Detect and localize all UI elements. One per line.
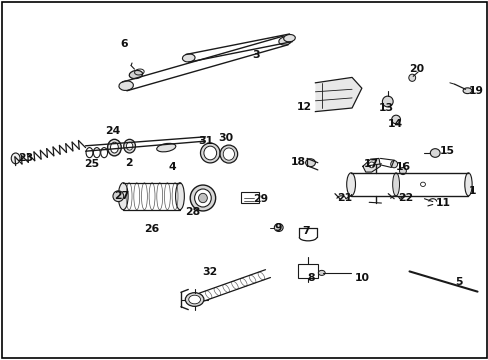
Text: 13: 13 <box>378 103 393 113</box>
Ellipse shape <box>318 270 325 275</box>
Ellipse shape <box>391 115 400 124</box>
Text: 16: 16 <box>395 162 410 172</box>
Text: 21: 21 <box>337 193 351 203</box>
Ellipse shape <box>93 148 100 158</box>
Text: 12: 12 <box>296 102 311 112</box>
Text: 29: 29 <box>253 194 268 204</box>
Text: 7: 7 <box>302 226 309 236</box>
Ellipse shape <box>392 173 399 196</box>
Text: 17: 17 <box>364 159 378 169</box>
Polygon shape <box>315 77 361 112</box>
Ellipse shape <box>220 145 237 163</box>
Ellipse shape <box>156 143 176 152</box>
Text: 20: 20 <box>408 64 423 74</box>
Ellipse shape <box>346 173 355 196</box>
Text: 6: 6 <box>120 39 127 49</box>
Ellipse shape <box>101 148 107 158</box>
Text: 31: 31 <box>198 136 212 146</box>
Text: 28: 28 <box>185 207 200 217</box>
Ellipse shape <box>194 189 211 207</box>
Ellipse shape <box>113 191 123 202</box>
Text: 26: 26 <box>143 224 159 234</box>
Text: 30: 30 <box>218 132 232 143</box>
Text: 18: 18 <box>290 157 305 167</box>
Ellipse shape <box>203 146 216 160</box>
Ellipse shape <box>110 142 118 153</box>
Text: 4: 4 <box>168 162 176 172</box>
Ellipse shape <box>278 37 291 45</box>
Text: 23: 23 <box>19 153 34 163</box>
Ellipse shape <box>274 224 283 231</box>
Text: 9: 9 <box>273 222 281 233</box>
Ellipse shape <box>118 183 128 210</box>
Ellipse shape <box>200 143 220 163</box>
Ellipse shape <box>188 295 200 304</box>
Ellipse shape <box>429 149 439 157</box>
Text: 3: 3 <box>251 50 259 60</box>
Text: 14: 14 <box>387 119 402 129</box>
Ellipse shape <box>11 153 20 164</box>
Text: 1: 1 <box>468 186 475 196</box>
Ellipse shape <box>283 35 295 42</box>
Ellipse shape <box>185 293 203 306</box>
Text: 15: 15 <box>439 146 454 156</box>
Text: 10: 10 <box>354 273 369 283</box>
Text: 32: 32 <box>202 267 218 277</box>
Ellipse shape <box>305 159 315 167</box>
Ellipse shape <box>107 139 121 156</box>
Ellipse shape <box>390 161 397 168</box>
Bar <box>298 264 317 278</box>
Text: 22: 22 <box>398 193 413 203</box>
Ellipse shape <box>462 88 471 94</box>
Ellipse shape <box>119 81 133 90</box>
Text: 24: 24 <box>105 126 121 136</box>
Text: 11: 11 <box>435 198 450 208</box>
Text: 27: 27 <box>113 191 129 201</box>
Ellipse shape <box>399 167 406 175</box>
Text: 25: 25 <box>84 159 99 169</box>
Text: 8: 8 <box>307 273 315 283</box>
Ellipse shape <box>223 148 234 160</box>
Ellipse shape <box>86 148 93 158</box>
Ellipse shape <box>198 193 207 203</box>
Text: 5: 5 <box>454 276 461 287</box>
Ellipse shape <box>408 74 415 81</box>
Polygon shape <box>362 158 380 172</box>
Ellipse shape <box>175 183 184 210</box>
Ellipse shape <box>182 54 195 62</box>
Bar <box>240 192 259 203</box>
Ellipse shape <box>420 182 425 186</box>
Ellipse shape <box>190 185 215 211</box>
Text: 19: 19 <box>468 86 483 96</box>
Text: 2: 2 <box>124 158 132 168</box>
Ellipse shape <box>129 71 142 78</box>
Ellipse shape <box>382 96 392 107</box>
Ellipse shape <box>126 142 132 150</box>
Ellipse shape <box>123 139 135 153</box>
Ellipse shape <box>368 162 374 168</box>
Ellipse shape <box>464 173 471 196</box>
